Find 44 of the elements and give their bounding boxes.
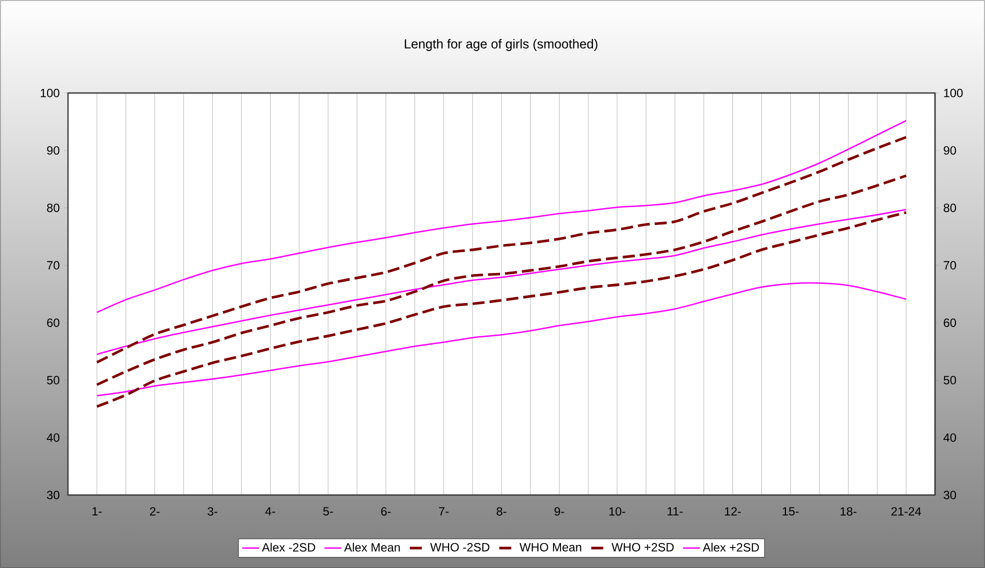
y2-tick-label: 60: [47, 318, 60, 327]
x-tick-label: 18-: [840, 507, 856, 516]
line-series: [96, 174, 908, 386]
y2-tick-label: 40: [46, 433, 60, 442]
x-tick-label: 1-: [92, 507, 102, 516]
chart-title: Length for age of girls (smoothed): [404, 38, 598, 52]
legend-label: WHO -2SD: [430, 543, 490, 552]
legend-label: Alex -2SD: [262, 542, 316, 552]
y-tick-label: 70: [944, 261, 956, 270]
y-tick-label: 60: [944, 318, 956, 327]
y2-tick-label: 100: [40, 88, 60, 98]
y-tick-label: 30: [944, 490, 956, 500]
x-tick-label: 2-: [150, 507, 160, 516]
x-tick-label: 12-: [724, 507, 741, 516]
y-tick-label: 50: [944, 376, 956, 384]
x-tick-label: 11-: [668, 507, 683, 516]
x-tick-label: 10-: [609, 507, 626, 516]
y2-tick-label: 90: [47, 146, 60, 155]
y-tick-label: 80: [944, 204, 956, 212]
y-tick-label: 100: [944, 88, 963, 98]
x-tick-label: 3-: [208, 507, 218, 516]
x-tick-label: 7-: [439, 507, 448, 516]
line-series: [96, 120, 907, 314]
line-series: [96, 211, 908, 408]
y2-tick-label: 50: [47, 376, 60, 384]
legend-label: WHO +2SD: [612, 543, 674, 552]
x-tick-label: 5-: [323, 507, 333, 516]
x-tick-label: 21-24: [891, 507, 922, 516]
legend-label: Alex Mean: [344, 542, 400, 552]
line-series: [96, 136, 908, 364]
y2-tick-label: 70: [47, 261, 60, 270]
x-tick-label: 4-: [265, 507, 276, 516]
x-tick-label: 15-: [782, 507, 799, 516]
x-tick-label: 6-: [381, 507, 391, 516]
line-series: [96, 208, 907, 355]
x-tick-label: 9-: [554, 507, 564, 516]
legend-label: Alex +2SD: [702, 542, 759, 552]
x-tick-label: 8-: [496, 507, 506, 516]
y-tick-label: 40: [943, 433, 956, 442]
y-tick-label: 90: [944, 146, 956, 155]
legend-label: WHO Mean: [520, 543, 582, 552]
y2-tick-label: 80: [47, 204, 60, 212]
y2-tick-label: 30: [46, 490, 60, 500]
line-series: [96, 282, 907, 396]
